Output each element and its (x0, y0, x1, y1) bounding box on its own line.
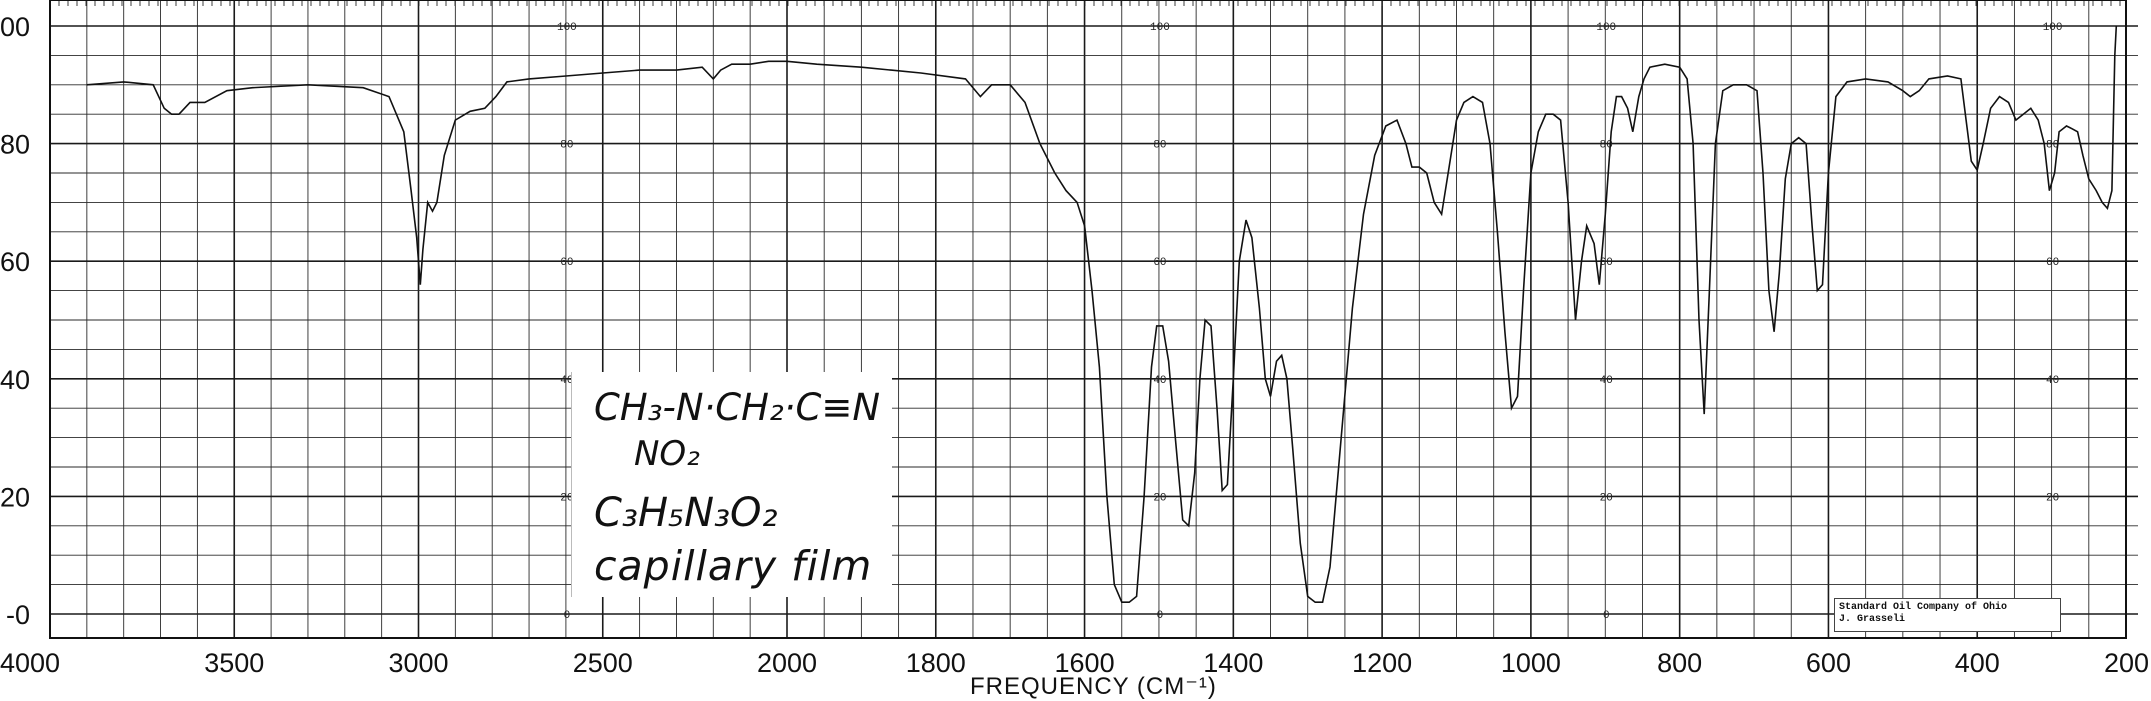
y-tick-label: 80 (0, 130, 30, 160)
inner-percent-label: 0 (1157, 610, 1164, 622)
sample-annotation: CH₃-N·CH₂·C≡N NO₂ C₃H₅N₃O₂ capillary fil… (571, 372, 892, 597)
inner-percent-label: 80 (560, 140, 573, 152)
sample-preparation: capillary film (594, 542, 873, 590)
inner-percent-label: 20 (1153, 492, 1166, 504)
inner-percent-label: 60 (1600, 257, 1613, 269)
credit-author: J. Grasseli (1839, 614, 1906, 625)
plot-frame (49, 0, 2127, 639)
inner-percent-label: 40 (1153, 375, 1166, 387)
inner-percent-label: 40 (1600, 375, 1613, 387)
x-tick-label: 3500 (204, 648, 264, 678)
inner-percent-label: 60 (1153, 257, 1166, 269)
y-tick-label: 20 (0, 482, 30, 512)
inner-percent-label: 60 (2046, 257, 2059, 269)
inner-percent-label: 40 (2046, 375, 2059, 387)
x-axis-title: FREQUENCY (CM⁻¹) (970, 673, 1217, 700)
y-tick-label: 100 (0, 12, 30, 42)
y-tick-label: -0 (6, 600, 30, 630)
structural-formula: CH₃-N·CH₂·C≡N (594, 386, 881, 429)
inner-percent-label: 100 (2043, 22, 2063, 34)
x-tick-label: 600 (1806, 648, 1851, 678)
inner-percent-label: 100 (1150, 22, 1170, 34)
y-tick-label: 60 (0, 247, 30, 277)
y-tick-label: 40 (0, 365, 30, 395)
spectrum-series (86, 25, 2118, 603)
x-tick-label: 1400 (1203, 648, 1263, 678)
inner-percent-label: 60 (560, 257, 573, 269)
inner-percent-label: 80 (2046, 140, 2059, 152)
x-tick-label: 1200 (1352, 648, 1412, 678)
inner-percent-label: 100 (557, 22, 577, 34)
x-tick-label: 1600 (1055, 648, 1115, 678)
credit-organization: Standard Oil Company of Ohio (1839, 602, 2008, 613)
credit-stamp: Standard Oil Company of Ohio J. Grasseli (1834, 598, 2061, 632)
inner-percent-label: 20 (560, 492, 573, 504)
x-tick-label: 200 (2104, 648, 2149, 678)
x-tick-label: 800 (1657, 648, 1702, 678)
y-axis-labels: 100 80 60 40 20 -0 (0, 12, 30, 630)
x-tick-label: 1000 (1501, 648, 1561, 678)
inner-percent-label: 80 (1153, 140, 1166, 152)
inner-percent-label: 0 (1603, 610, 1610, 622)
nitro-group-label: NO₂ (634, 434, 700, 474)
x-tick-label: 3000 (388, 648, 448, 678)
x-tick-label: 400 (1955, 648, 2000, 678)
inner-percent-label: 0 (564, 610, 571, 622)
spectrum-trace (86, 25, 2118, 603)
x-tick-label: 1800 (906, 648, 966, 678)
inner-percent-label: 20 (2046, 492, 2059, 504)
empirical-formula: C₃H₅N₃O₂ (594, 490, 778, 536)
inner-percent-label: 100 (1596, 22, 1616, 34)
x-axis-labels: 4000 3500 3000 2500 2000 1800 1600 1400 1200 1000… (0, 648, 2149, 678)
x-tick-label: 4000 (0, 648, 60, 678)
x-tick-label: 2500 (573, 648, 633, 678)
inner-percent-label: 40 (560, 375, 573, 387)
x-tick-label: 2000 (757, 648, 817, 678)
inner-percent-label: 20 (1600, 492, 1613, 504)
